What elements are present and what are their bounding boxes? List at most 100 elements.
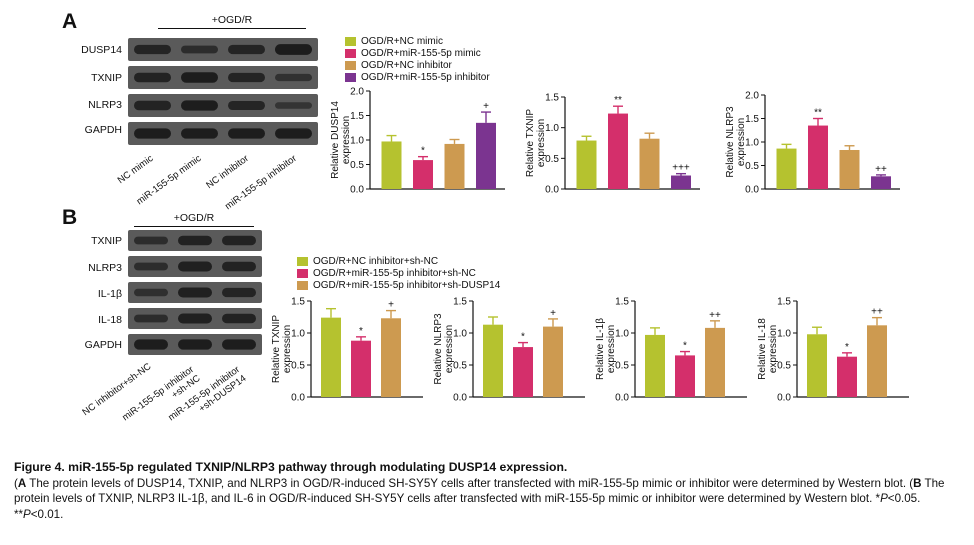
blot-band <box>228 44 265 55</box>
y-tick-label: 1.5 <box>777 297 791 308</box>
blot-membrane <box>128 94 318 117</box>
significance-mark: +++ <box>672 163 690 174</box>
blot-band <box>275 102 312 109</box>
significance-mark: * <box>359 326 363 337</box>
significance-mark: ++ <box>871 307 883 318</box>
blot-band <box>222 235 256 246</box>
y-tick-label: 0.0 <box>745 185 759 196</box>
significance-mark: + <box>388 300 394 311</box>
y-axis-label: expression <box>736 118 747 166</box>
panel-b-western-blot <box>128 230 262 355</box>
chart-a-txnip: 0.0 0.5 1.0 1.5 Relative TXNIP expression ** ++… <box>525 93 700 196</box>
y-tick-label: 1.5 <box>745 114 759 125</box>
blot-band <box>181 100 218 111</box>
significance-mark: * <box>421 146 425 157</box>
bar <box>321 317 341 397</box>
legend-swatch <box>297 280 308 290</box>
chart-b-il1b: 0.0 0.5 1.0 1.5 Relative IL-1β expression * ++ <box>595 297 747 404</box>
y-axis-label: Relative TXNIP <box>525 109 536 178</box>
bar <box>608 113 628 189</box>
significance-mark: ** <box>614 95 622 106</box>
blot-label-txnip-b: TXNIP <box>91 235 122 247</box>
blot-band <box>134 236 168 245</box>
panel-b-treatment-line <box>134 226 254 227</box>
bar <box>444 143 465 189</box>
y-tick-label: 1.0 <box>291 329 305 340</box>
y-tick-label: 2.0 <box>350 87 364 98</box>
y-axis-label: expression <box>606 325 617 373</box>
bar <box>671 175 691 189</box>
significance-mark: ++ <box>709 310 721 321</box>
blot-band <box>178 339 212 350</box>
legend-swatch <box>345 72 356 82</box>
significance-mark: ** <box>814 108 822 119</box>
bar <box>576 140 597 189</box>
bar <box>351 340 371 397</box>
caption-b-label: B <box>913 476 922 490</box>
caption-p-2: P <box>23 507 31 521</box>
chart-a-nlrp3: 0.0 0.5 1.0 1.5 2.0 Relative NLRP3 expression *… <box>725 91 900 196</box>
blot-band <box>222 261 256 272</box>
significance-mark: + <box>483 101 489 112</box>
caption-a-label: A <box>17 476 27 490</box>
bar <box>476 122 496 189</box>
blot-band <box>275 128 312 139</box>
y-axis-label: Relative NLRP3 <box>725 106 736 178</box>
legend-b-item-3: OGD/R+miR-155-5p inhibitor+sh-DUSP14 <box>297 279 500 291</box>
caption-p2: <0.01. <box>30 507 64 521</box>
panel-a-treatment-line <box>158 28 306 29</box>
legend-swatch <box>297 268 308 278</box>
chart-a-dusp14: 0.0 0.5 1.0 1.5 2.0 Relative DUSP14 expression… <box>330 87 505 196</box>
y-axis-label: expression <box>768 325 779 373</box>
blot-band <box>134 128 171 139</box>
blot-band <box>222 313 256 324</box>
caption-p1: <0.05. ** <box>14 492 921 521</box>
legend-a-item-3: OGD/R+NC inhibitor <box>345 59 490 71</box>
bar <box>513 347 533 397</box>
panel-a-treatment: +OGD/R <box>211 14 253 26</box>
figure-caption: Figure 4. miR-155-5p regulated TXNIP/NLR… <box>14 460 964 522</box>
panel-b-legend: OGD/R+NC inhibitor+sh-NC OGD/R+miR-155-5… <box>297 255 500 291</box>
y-tick-label: 1.0 <box>745 138 759 149</box>
blot-band <box>134 339 168 350</box>
caption-body: (A The protein levels of DUSP14, TXNIP, … <box>14 476 945 521</box>
y-tick-label: 0.0 <box>453 393 467 404</box>
y-tick-label: 1.5 <box>453 297 467 308</box>
legend-a-item-2: OGD/R+miR-155-5p mimic <box>345 47 490 59</box>
blot-band <box>222 339 256 350</box>
y-tick-label: 0.5 <box>745 161 759 172</box>
blot-membrane <box>128 38 318 61</box>
y-tick-label: 1.5 <box>545 93 559 104</box>
panel-b-letter: B <box>62 206 78 229</box>
blot-band <box>178 235 212 246</box>
blot-band <box>228 128 265 139</box>
bar <box>776 148 797 189</box>
panel-a-western-blot <box>128 38 318 145</box>
legend-a-item-4: OGD/R+miR-155-5p inhibitor <box>345 71 490 83</box>
y-axis-label: expression <box>341 116 352 164</box>
panel-b-treatment: +OGD/R <box>173 212 215 224</box>
bar <box>543 326 563 397</box>
bar <box>808 125 828 189</box>
bar <box>867 325 887 397</box>
blot-label-gapdh-b: GAPDH <box>84 339 122 351</box>
blot-band <box>181 128 218 139</box>
legend-a-item-1: OGD/R+NC mimic <box>345 35 490 47</box>
y-tick-label: 0.5 <box>615 361 629 372</box>
y-axis-label: Relative IL-1β <box>595 318 606 380</box>
blot-label-gapdh: GAPDH <box>84 124 122 136</box>
y-axis-label: expression <box>282 325 293 373</box>
bar <box>413 160 433 189</box>
y-tick-label: 0.5 <box>453 361 467 372</box>
blot-label-txnip: TXNIP <box>91 72 122 84</box>
y-axis-label: Relative DUSP14 <box>330 101 341 179</box>
blot-band <box>228 72 265 83</box>
significance-mark: * <box>521 332 525 343</box>
y-tick-label: 1.0 <box>777 329 791 340</box>
blot-band <box>275 44 312 55</box>
bar <box>839 149 860 189</box>
y-tick-label: 1.0 <box>350 136 364 147</box>
blot-band <box>134 288 168 297</box>
y-tick-label: 0.0 <box>777 393 791 404</box>
chart-b-txnip: 0.0 0.5 1.0 1.5 Relative TXNIP expression * + <box>271 297 423 404</box>
